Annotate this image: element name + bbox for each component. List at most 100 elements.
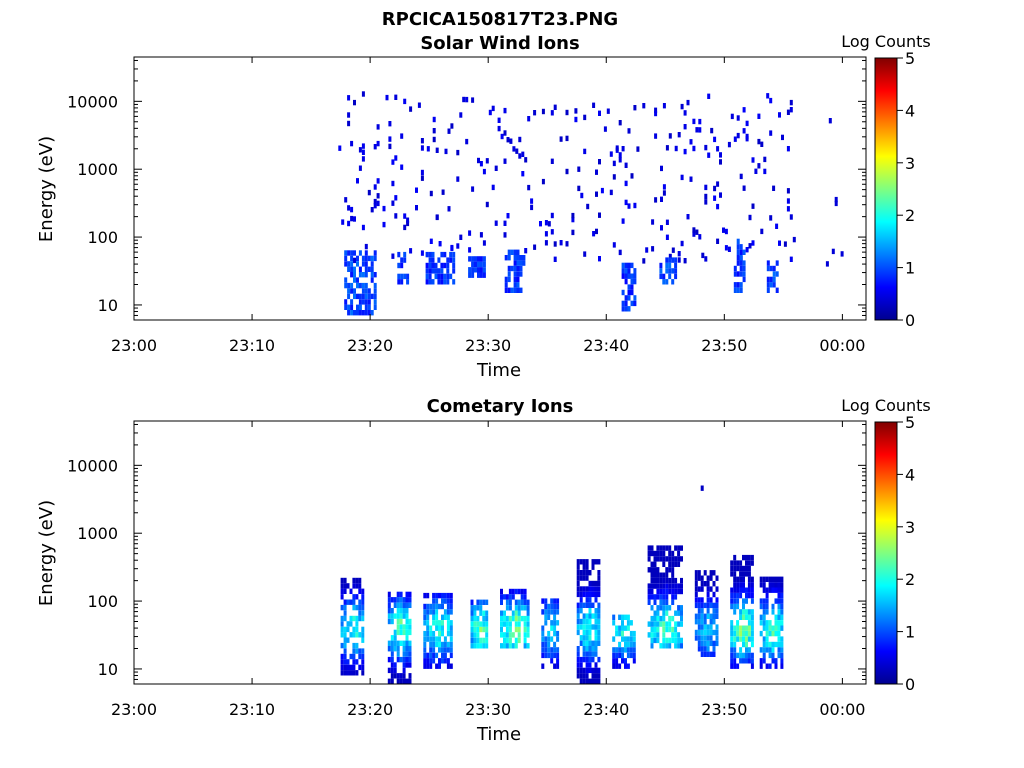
- spectrogram-cell: [519, 265, 523, 272]
- spectrogram-cell: [476, 626, 480, 633]
- colorbar-tick-label: 5: [905, 49, 915, 68]
- spectrogram-cell: [355, 642, 359, 649]
- spectrogram-cell: [388, 136, 392, 142]
- spectrogram-cell: [474, 267, 477, 273]
- spectrogram-cell: [594, 640, 598, 646]
- spectrogram-cell: [550, 658, 554, 664]
- spectrogram-cell: [497, 117, 501, 123]
- spectrogram-cell: [774, 582, 778, 588]
- spectrogram-cell: [597, 673, 601, 679]
- spectrogram-cell: [565, 109, 569, 116]
- spectrogram-cell: [358, 653, 362, 660]
- spectrogram-cell: [361, 224, 365, 231]
- spectrogram-cell: [426, 652, 430, 659]
- spectrogram-cell: [632, 641, 636, 648]
- spectrogram-cell: [769, 215, 773, 221]
- spectrogram-cell: [665, 605, 669, 611]
- spectrogram-cell: [443, 647, 447, 653]
- spectrogram-cell: [358, 664, 362, 671]
- spectrogram-cell: [361, 594, 365, 600]
- spectrogram-cell: [382, 221, 386, 228]
- spectrogram-cell: [585, 575, 589, 581]
- spectrogram-cell: [541, 625, 545, 631]
- spectrogram-cell: [504, 276, 508, 283]
- spectrogram-cell: [402, 602, 406, 608]
- spectrogram-cell: [662, 599, 666, 605]
- axes: 23:00 23:10 23:20 23:30 23:40 23:50 00:0010100…: [67, 57, 866, 355]
- spectrogram-cell: [513, 282, 517, 288]
- spectrogram-cell: [677, 257, 681, 263]
- spectrogram-cell: [668, 545, 672, 551]
- spectrogram-cell: [775, 287, 779, 293]
- spectrogram-cell: [730, 652, 734, 659]
- spectrogram-cell: [370, 255, 374, 262]
- spectrogram-cell: [508, 594, 512, 600]
- spectrogram-cell: [694, 575, 698, 581]
- spectrogram-cell: [432, 603, 436, 610]
- spectrogram-cell: [762, 576, 766, 582]
- spectrogram-cell: [579, 624, 583, 630]
- spectrogram-cell: [771, 641, 775, 648]
- spectrogram-cell: [488, 109, 492, 116]
- spectrogram-cell: [516, 260, 520, 266]
- spectrogram-cell: [352, 594, 356, 600]
- spectrogram-cell: [733, 576, 737, 582]
- spectrogram-cell: [745, 652, 748, 659]
- spectrogram-cell: [579, 575, 583, 581]
- spectrogram-cell: [340, 615, 344, 622]
- spectrogram-cell: [585, 646, 589, 652]
- spectrogram-cell: [576, 656, 580, 663]
- spectrogram-cell: [777, 636, 781, 642]
- spectrogram-cell: [523, 643, 527, 649]
- axes: 23:00 23:10 23:20 23:30 23:40 23:50 00:0010100…: [67, 421, 866, 719]
- spectrogram-cell: [598, 159, 601, 165]
- spectrogram-cell: [441, 630, 444, 637]
- spectrogram-cell: [526, 643, 530, 649]
- spectrogram-cell: [588, 656, 592, 663]
- spectrogram-cell: [624, 636, 627, 642]
- spectrogram-cell: [517, 610, 521, 616]
- spectrogram-cell: [541, 641, 545, 648]
- spectrogram-cell: [700, 629, 704, 636]
- spectrogram-cell: [449, 598, 453, 604]
- spectrogram-cell: [665, 610, 669, 616]
- spectrogram-cell: [426, 636, 430, 642]
- spectrogram-data: [338, 91, 844, 316]
- spectrogram-cell: [680, 637, 683, 644]
- spectrogram-cell: [356, 304, 359, 310]
- spectrogram-cell: [346, 583, 350, 589]
- spectrogram-cell: [665, 643, 669, 649]
- spectrogram-cell: [405, 618, 409, 625]
- spectrogram-cell: [621, 614, 624, 620]
- spectrogram-cell: [668, 262, 672, 269]
- spectrogram-cell: [703, 635, 707, 641]
- spectrogram-cell: [597, 618, 601, 625]
- spectrogram-cell: [507, 276, 511, 283]
- spectrogram-cell: [352, 626, 356, 633]
- spectrogram-cell: [390, 667, 394, 674]
- spectrogram-cell: [394, 155, 398, 161]
- spectrogram-cell: [408, 629, 412, 636]
- spectrogram-cell: [739, 255, 743, 261]
- spectrogram-cell: [769, 276, 773, 283]
- spectrogram-cell: [612, 242, 616, 248]
- spectrogram-cell: [553, 609, 557, 615]
- spectrogram-cell: [713, 195, 717, 201]
- spectrogram-cell: [582, 559, 586, 565]
- spectrogram-cell: [358, 266, 362, 272]
- spectrogram-cell: [459, 234, 463, 240]
- spectrogram-cell: [449, 636, 453, 642]
- spectrogram-cell: [576, 662, 580, 668]
- spectrogram-cell: [544, 636, 548, 642]
- spectrogram-cell: [550, 229, 554, 235]
- spectrogram-cell: [739, 249, 743, 255]
- spectrogram-cell: [597, 640, 601, 646]
- spectrogram-cell: [393, 667, 397, 674]
- spectrogram-cell: [624, 647, 627, 653]
- spectrogram-cell: [733, 663, 737, 669]
- spectrogram-cell: [443, 262, 447, 269]
- spectrogram-cell: [618, 152, 622, 158]
- spectrogram-cell: [618, 647, 622, 653]
- spectrogram-cell: [514, 599, 518, 605]
- spectrogram-cell: [431, 251, 435, 258]
